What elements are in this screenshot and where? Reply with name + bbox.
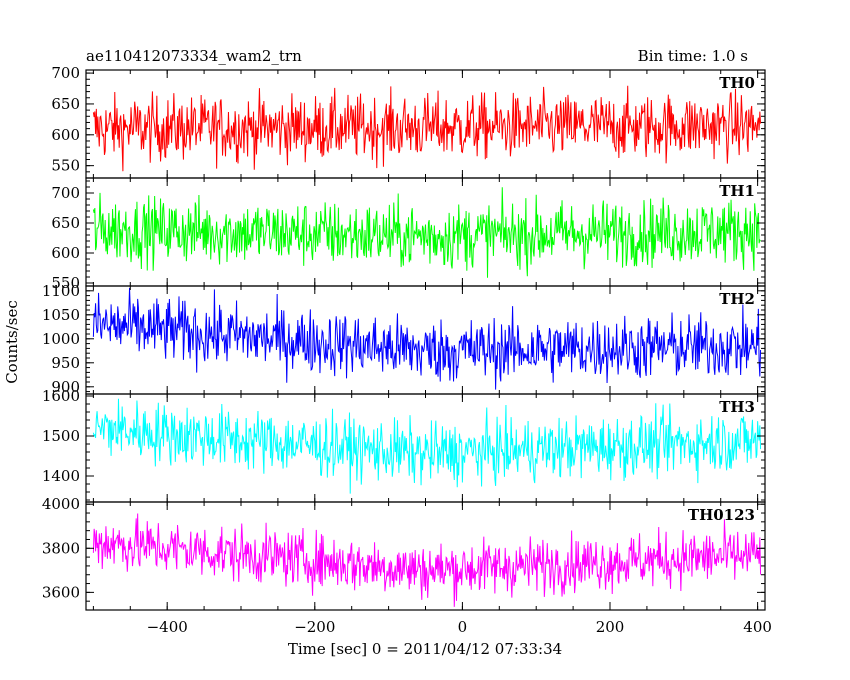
- y-tick-label: 3800: [42, 539, 80, 557]
- panel-name-label: TH0123: [688, 506, 755, 524]
- series-th0-line: [92, 85, 762, 172]
- y-tick-label: 3600: [42, 583, 80, 601]
- x-tick-label: −400: [147, 618, 188, 636]
- y-tick-label: 600: [51, 244, 80, 262]
- panel-name-label: TH1: [719, 182, 755, 200]
- bin-time-label: Bin time: 1.0 s: [638, 47, 748, 65]
- y-tick-label: 650: [51, 95, 80, 113]
- x-tick-label: 400: [743, 618, 772, 636]
- chart-title: ae110412073334_wam2_trn: [86, 47, 302, 65]
- series-th3-line: [92, 398, 762, 494]
- y-tick-label: 1000: [42, 330, 80, 348]
- panel-th0: 550 600 650 700 TH0: [51, 64, 766, 179]
- y-tick-label: 550: [51, 157, 80, 175]
- x-axis-label: Time [sec] 0 = 2011/04/12 07:33:34: [288, 640, 562, 658]
- panel-th3: 1400 1500 1600 TH3: [42, 387, 766, 503]
- panel-name-label: TH3: [719, 398, 755, 416]
- x-axis: −400 −200 0 200 400: [147, 618, 772, 636]
- y-tick-label: 950: [51, 354, 80, 372]
- y-tick-label: 1100: [42, 282, 80, 300]
- x-tick-label: 200: [596, 618, 625, 636]
- y-axis-label: Counts/sec: [3, 300, 21, 384]
- panel-th2: 900 950 1000 1050 1100 TH2: [42, 282, 766, 396]
- y-tick-label: 700: [51, 64, 80, 82]
- y-tick-label: 1600: [42, 387, 80, 405]
- y-tick-label: 1050: [42, 306, 80, 324]
- y-tick-label: 1500: [42, 427, 80, 445]
- series-th1-line: [92, 187, 761, 278]
- series-th0123-line: [92, 513, 762, 607]
- y-tick-label: 550: [51, 274, 80, 292]
- panel-name-label: TH2: [719, 290, 755, 308]
- panel-th0123: 3600 3800 4000 TH0123: [42, 495, 766, 611]
- x-tick-label: 0: [458, 618, 468, 636]
- y-tick-label: 600: [51, 126, 80, 144]
- y-tick-label: 650: [51, 214, 80, 232]
- y-tick-label: 900: [51, 378, 80, 396]
- series-th2-line: [92, 287, 762, 390]
- panels-group: 550 600 650 700 TH0 550 600 650 700 TH1 900 950 1000…: [42, 64, 766, 611]
- y-tick-label: 700: [51, 184, 80, 202]
- y-tick-label: 1400: [42, 467, 80, 485]
- panel-th1: 550 600 650 700 TH1: [51, 177, 766, 292]
- y-tick-label: 4000: [42, 495, 80, 513]
- panel-name-label: TH0: [719, 74, 755, 92]
- x-tick-label: −200: [294, 618, 335, 636]
